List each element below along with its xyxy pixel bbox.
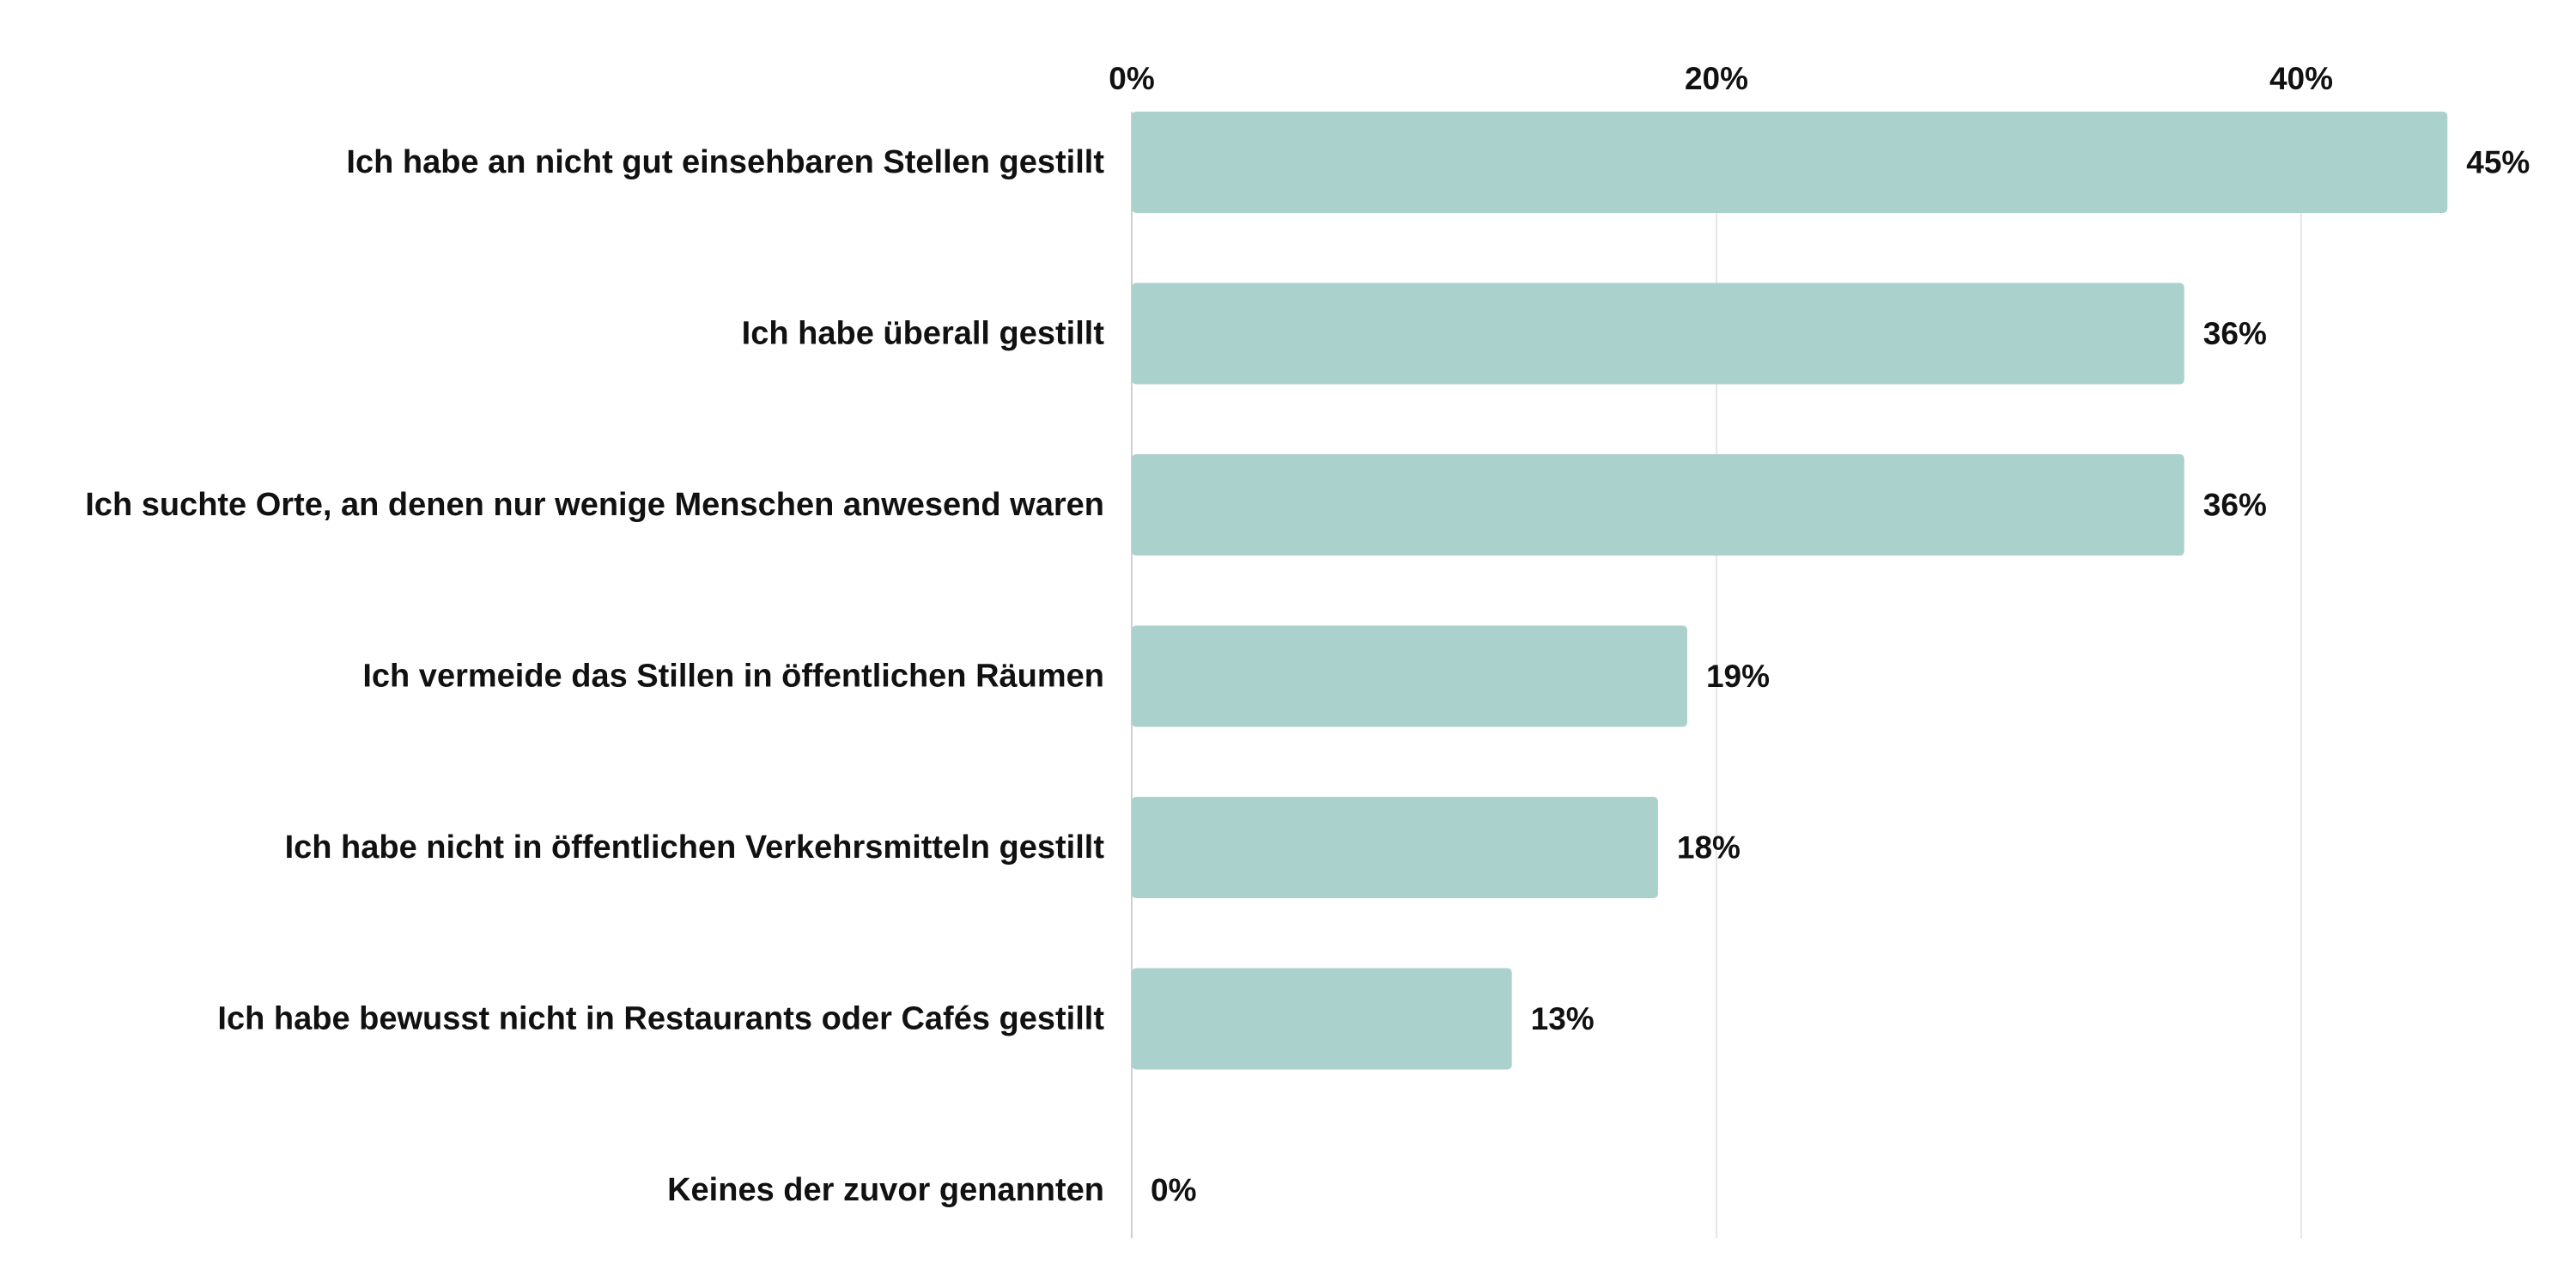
category-labels: Ich habe an nicht gut einsehbaren Stelle… [85, 144, 1104, 1208]
x-tick-labels: 0% 20% 40% [1109, 61, 2333, 96]
category-label: Ich vermeide das Stillen in öffentlichen… [362, 659, 1104, 695]
x-tick-label: 0% [1109, 61, 1154, 96]
value-label: 19% [1706, 659, 1770, 694]
category-label: Keines der zuvor genannten [667, 1172, 1104, 1208]
category-label: Ich habe nicht in öffentlichen Verkehrsm… [285, 829, 1105, 866]
bars [1132, 112, 2448, 1070]
category-label: Ich habe bewusst nicht in Restaurants od… [217, 1001, 1104, 1037]
value-labels: 45% 36% 36% 19% 18% 13% 0% [1151, 145, 2530, 1208]
bar [1132, 797, 1658, 898]
bar [1132, 283, 2184, 385]
x-tick-label: 20% [1685, 61, 1748, 96]
category-label: Ich habe an nicht gut einsehbaren Stelle… [346, 144, 1104, 180]
value-label: 36% [2203, 488, 2267, 523]
gridlines [1716, 112, 2302, 1238]
value-label: 13% [1531, 1001, 1595, 1036]
category-label: Ich suchte Orte, an denen nur wenige Men… [85, 487, 1104, 523]
value-label: 45% [2466, 145, 2530, 180]
value-label: 18% [1677, 830, 1741, 866]
bar [1132, 968, 1512, 1070]
value-label: 0% [1151, 1173, 1196, 1208]
x-tick-label: 40% [2269, 61, 2333, 96]
bar [1132, 454, 2184, 556]
bar [1132, 625, 1687, 727]
category-label: Ich habe überall gestillt [742, 316, 1105, 352]
bar [1132, 112, 2448, 213]
value-label: 36% [2203, 316, 2267, 351]
